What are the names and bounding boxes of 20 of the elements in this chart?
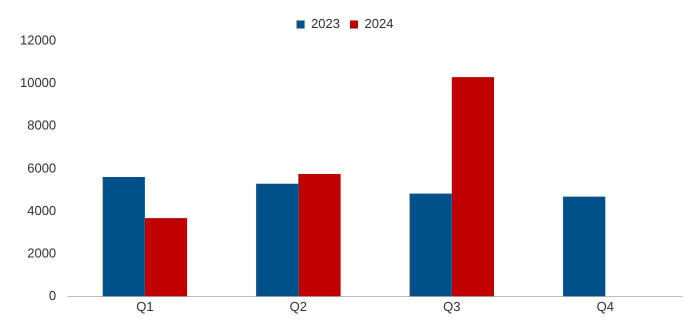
y-tick-label: 0 [48, 288, 56, 303]
bar [298, 174, 341, 296]
x-tick-label: Q1 [136, 298, 154, 314]
bar [144, 218, 188, 296]
x-tick-label: Q2 [290, 298, 308, 314]
x-tick-label: Q4 [596, 298, 614, 314]
y-tick-label: 12000 [20, 32, 56, 48]
x-tick-label: Q3 [443, 298, 460, 314]
y-tick-label: 4000 [27, 202, 56, 218]
bar [102, 177, 145, 296]
legend-label: 2023 [311, 16, 340, 32]
bar [410, 194, 452, 296]
y-tick-label: 2000 [27, 245, 56, 260]
y-tick-label: 6000 [27, 160, 56, 176]
bar [563, 196, 606, 296]
bar [452, 77, 494, 296]
legend-label: 2024 [364, 16, 394, 32]
y-tick-label: 8000 [27, 118, 56, 133]
bar [256, 184, 298, 296]
y-tick-label: 10000 [20, 75, 56, 90]
